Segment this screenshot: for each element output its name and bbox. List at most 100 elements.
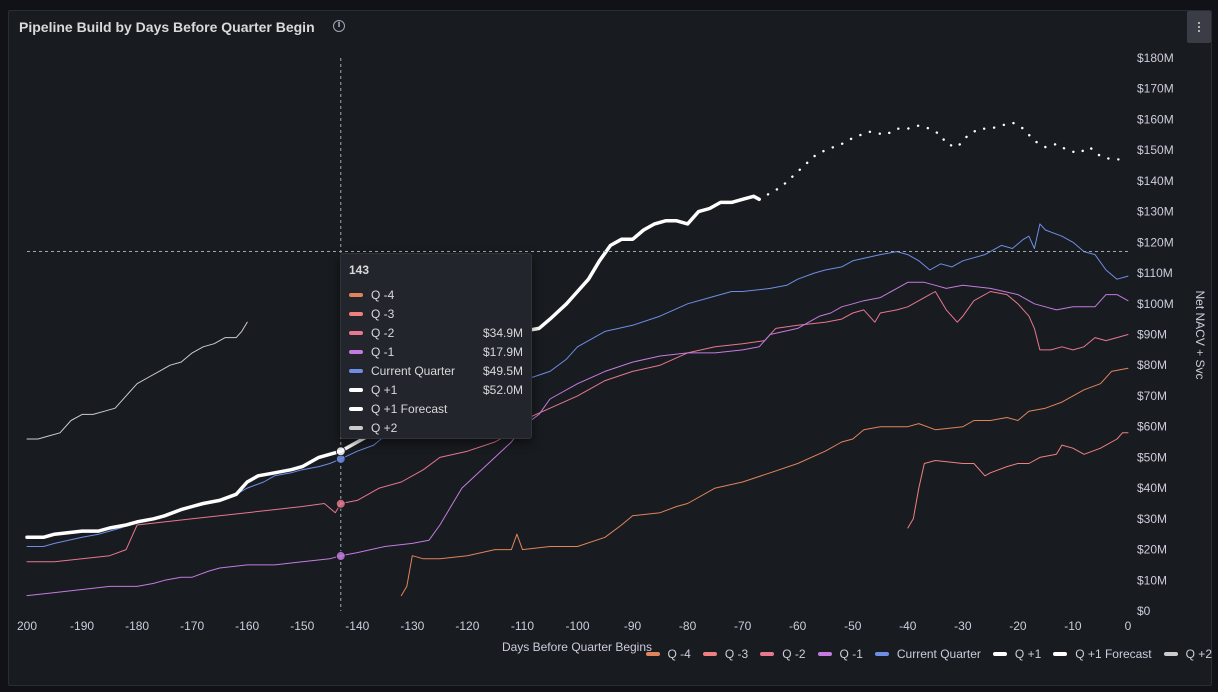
tooltip-swatch: [349, 331, 363, 335]
legend-label: Q -1: [839, 647, 863, 661]
tooltip-row: Q +2: [349, 420, 523, 436]
legend-item[interactable]: Q +2: [1163, 646, 1212, 662]
series-line-q-4[interactable]: [400, 367, 1129, 597]
series-line-q-1[interactable]: [26, 281, 1129, 597]
chart-legend: Q -4 Q -3 Q -2 Q -1 Current Quarter Q +1 Q +1 …: [645, 646, 1212, 662]
legend-label: Q +2: [1185, 647, 1212, 661]
tooltip-row: Q +1 $52.0M: [349, 382, 523, 398]
panel-title: Pipeline Build by Days Before Quarter Be…: [19, 19, 315, 35]
panel-menu-button[interactable]: [1187, 11, 1211, 43]
info-icon[interactable]: [333, 20, 345, 32]
y-tick-label: $50M: [1137, 450, 1167, 464]
tooltip-row: Current Quarter $49.5M: [349, 363, 523, 379]
legend-item[interactable]: Q +1 Forecast: [1053, 646, 1152, 662]
tooltip-series-value: $17.9M: [482, 345, 523, 359]
legend-swatch: [992, 652, 1007, 656]
series-line-q-3[interactable]: [907, 432, 1129, 529]
x-tick-label: -20: [1009, 619, 1027, 633]
x-tick-label: 200: [17, 619, 37, 633]
tooltip-row: Q -2 $34.9M: [349, 325, 523, 341]
tooltip-swatch: [349, 350, 363, 354]
kebab-menu-icon: [1198, 22, 1200, 24]
tooltip-series-name: Q -1: [371, 345, 395, 359]
hover-point: [335, 446, 346, 457]
x-tick-label: -170: [180, 619, 204, 633]
legend-label: Q -4: [667, 647, 691, 661]
tooltip-swatch: [349, 312, 363, 316]
x-tick-label: -190: [70, 619, 94, 633]
tooltip-swatch: [349, 369, 363, 373]
legend-item[interactable]: Q -1: [817, 646, 863, 662]
tooltip-series-value: $49.5M: [482, 364, 523, 378]
tooltip-series-name: Q -3: [371, 307, 395, 321]
x-tick-label: -60: [789, 619, 807, 633]
tooltip-series-name: Q -4: [371, 288, 395, 302]
legend-label: Q -3: [724, 647, 749, 661]
series-line-current-quarter[interactable]: [26, 223, 1129, 547]
series-line-q-2[interactable]: [26, 321, 248, 440]
x-axis-label: Days Before Quarter Begins: [502, 640, 652, 654]
legend-label: Q +1: [1014, 647, 1042, 661]
y-tick-label: $170M: [1137, 82, 1174, 96]
y-tick-label: $70M: [1137, 389, 1167, 403]
legend-swatch: [874, 652, 889, 656]
tooltip-x-value: 143: [349, 263, 370, 277]
x-tick-label: -150: [290, 619, 314, 633]
legend-swatch: [1053, 652, 1068, 656]
tooltip-swatch: [349, 426, 363, 430]
y-tick-label: $90M: [1137, 328, 1167, 342]
x-tick-label: -80: [679, 619, 697, 633]
hover-tooltip: 143 Q -4 Q -3 Q -2 $34.9M Q -1 $17.9M Current …: [340, 253, 532, 439]
tooltip-row: Q -3: [349, 306, 523, 322]
x-tick-label: -180: [125, 619, 149, 633]
y-tick-label: $10M: [1137, 573, 1167, 587]
legend-item[interactable]: Q -2: [760, 646, 806, 662]
tooltip-series-name: Q +2: [371, 421, 398, 435]
y-tick-label: $150M: [1137, 143, 1174, 157]
tooltip-series-value: $52.0M: [482, 383, 523, 397]
legend-item[interactable]: Q -3: [702, 646, 749, 662]
x-tick-label: -70: [734, 619, 752, 633]
x-tick-label: -90: [624, 619, 642, 633]
tooltip-row: Q -1 $17.9M: [349, 344, 523, 360]
y-tick-label: $180M: [1137, 51, 1174, 65]
tooltip-series-name: Q -2: [371, 326, 395, 340]
y-tick-label: $40M: [1137, 481, 1167, 495]
x-tick-label: -30: [954, 619, 972, 633]
y-tick-label: $100M: [1137, 297, 1174, 311]
series-line-q-1-forecast[interactable]: [758, 121, 1130, 201]
hover-point: [335, 551, 346, 562]
hover-point: [335, 498, 346, 509]
x-tick-label: -140: [345, 619, 369, 633]
tooltip-series-name: Current Quarter: [371, 364, 456, 378]
legend-item[interactable]: Current Quarter: [874, 646, 981, 662]
x-tick-label: -110: [511, 619, 534, 633]
legend-swatch: [760, 652, 775, 656]
y-tick-label: $160M: [1137, 112, 1174, 126]
chart-panel: Pipeline Build by Days Before Quarter Be…: [8, 10, 1212, 686]
y-tick-label: $130M: [1137, 205, 1174, 219]
y-tick-label: $60M: [1137, 420, 1167, 434]
x-tick-label: -40: [899, 619, 917, 633]
y-tick-label: $80M: [1137, 358, 1167, 372]
legend-item[interactable]: Q -4: [645, 646, 691, 662]
legend-label: Q +1 Forecast: [1075, 647, 1152, 661]
tooltip-series-name: Q +1 Forecast: [371, 402, 448, 416]
legend-swatch: [817, 652, 832, 656]
legend-swatch: [645, 652, 660, 656]
tooltip-series-value: $34.9M: [482, 326, 523, 340]
y-axis-label: Net NACV + Svc: [1193, 290, 1207, 379]
x-tick-label: -130: [400, 619, 424, 633]
series-line-q-2[interactable]: [26, 291, 1129, 563]
tooltip-swatch: [349, 293, 363, 297]
legend-item[interactable]: Q +1: [992, 646, 1042, 662]
tooltip-swatch: [349, 407, 363, 411]
x-tick-label: -100: [565, 619, 589, 633]
x-tick-label: -160: [235, 619, 259, 633]
legend-label: Current Quarter: [896, 647, 981, 661]
y-tick-label: $120M: [1137, 235, 1174, 249]
y-tick-label: $30M: [1137, 512, 1167, 526]
tooltip-swatch: [349, 388, 363, 392]
legend-swatch: [1163, 652, 1178, 656]
